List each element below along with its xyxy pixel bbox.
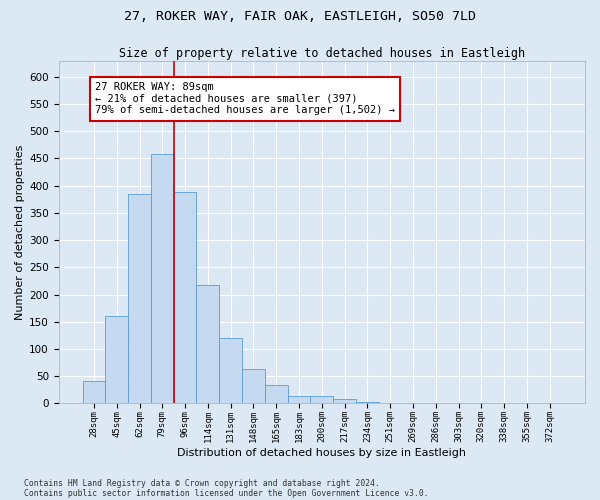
Bar xyxy=(310,396,333,404)
Text: Contains public sector information licensed under the Open Government Licence v3: Contains public sector information licen… xyxy=(24,488,428,498)
Text: 27, ROKER WAY, FAIR OAK, EASTLEIGH, SO50 7LD: 27, ROKER WAY, FAIR OAK, EASTLEIGH, SO50… xyxy=(124,10,476,23)
Bar xyxy=(265,386,287,404)
Bar xyxy=(106,316,128,404)
Bar xyxy=(333,399,356,404)
Bar xyxy=(196,286,219,404)
Bar xyxy=(83,380,106,404)
Bar xyxy=(174,192,196,404)
Bar xyxy=(128,194,151,404)
Bar xyxy=(356,402,379,404)
Bar xyxy=(242,369,265,404)
Bar xyxy=(219,338,242,404)
Bar xyxy=(151,154,174,404)
Y-axis label: Number of detached properties: Number of detached properties xyxy=(15,144,25,320)
Text: Contains HM Land Registry data © Crown copyright and database right 2024.: Contains HM Land Registry data © Crown c… xyxy=(24,478,380,488)
Bar xyxy=(379,403,401,404)
Text: 27 ROKER WAY: 89sqm
← 21% of detached houses are smaller (397)
79% of semi-detac: 27 ROKER WAY: 89sqm ← 21% of detached ho… xyxy=(95,82,395,116)
X-axis label: Distribution of detached houses by size in Eastleigh: Distribution of detached houses by size … xyxy=(178,448,466,458)
Title: Size of property relative to detached houses in Eastleigh: Size of property relative to detached ho… xyxy=(119,48,525,60)
Bar xyxy=(401,403,424,404)
Bar xyxy=(287,396,310,404)
